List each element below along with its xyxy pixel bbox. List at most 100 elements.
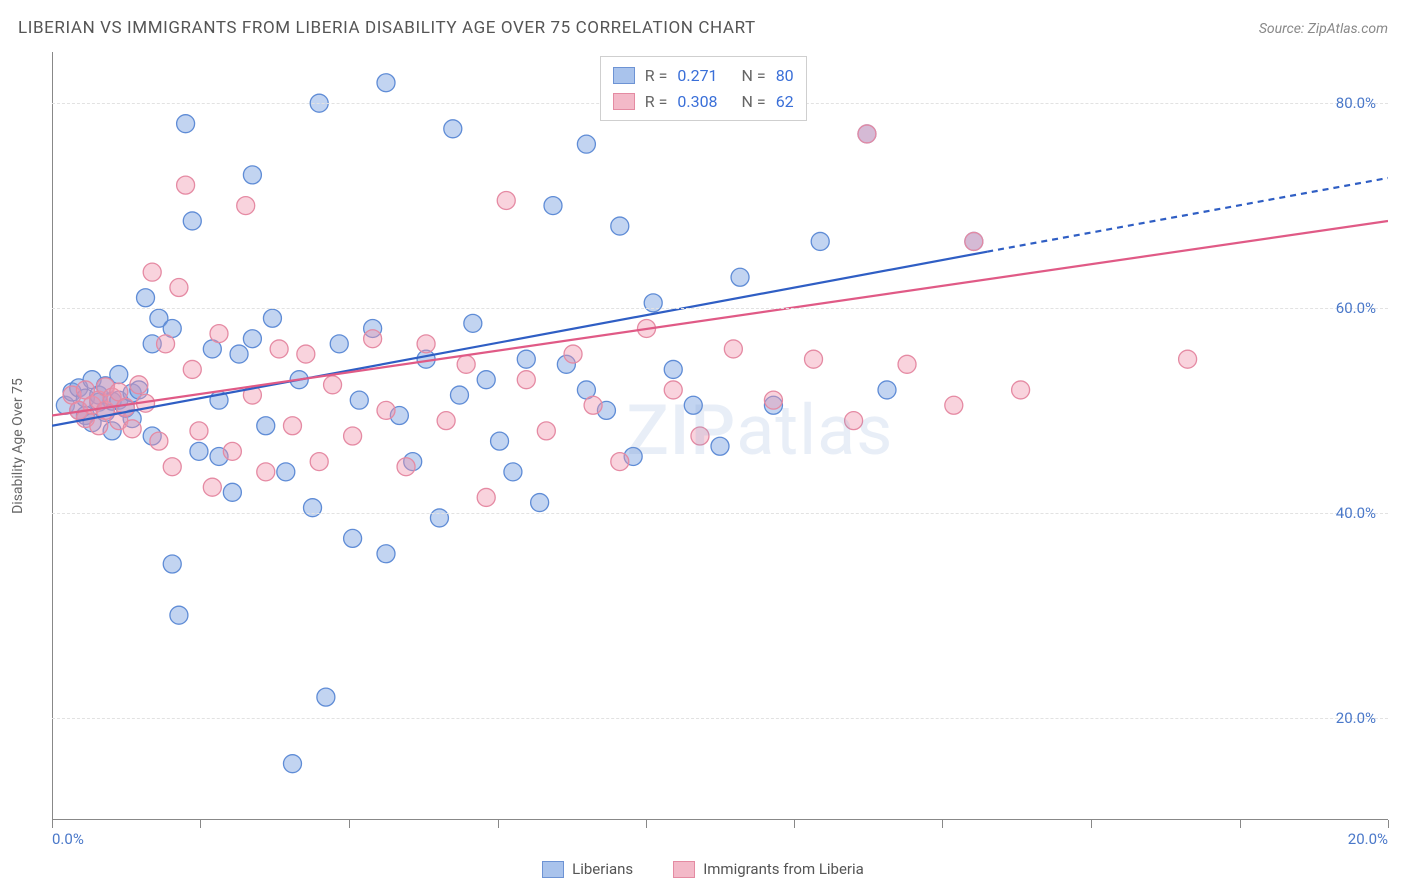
data-point: [283, 755, 301, 773]
data-point: [397, 458, 415, 476]
data-point: [531, 494, 549, 512]
data-point: [377, 401, 395, 419]
legend-label-series1: Liberians: [572, 860, 633, 878]
data-point: [123, 420, 141, 438]
data-point: [377, 74, 395, 92]
x-tick-label: 20.0%: [1348, 830, 1388, 848]
r-value-series1: 0.271: [677, 63, 717, 89]
data-point: [724, 340, 742, 358]
legend-item-series1: Liberians: [542, 860, 633, 878]
y-tick-label: 40.0%: [1336, 504, 1376, 522]
data-point: [344, 427, 362, 445]
data-point: [344, 529, 362, 547]
r-value-series2: 0.308: [677, 89, 717, 115]
swatch-series2: [613, 93, 635, 110]
data-point: [324, 376, 342, 394]
data-point: [364, 330, 382, 348]
data-point: [811, 232, 829, 250]
data-point: [310, 453, 328, 471]
data-point: [965, 232, 983, 250]
data-point: [644, 294, 662, 312]
x-tick-label: 0.0%: [52, 830, 84, 848]
data-point: [283, 417, 301, 435]
data-point: [257, 417, 275, 435]
data-point: [437, 412, 455, 430]
data-point: [664, 381, 682, 399]
data-point: [243, 330, 261, 348]
y-axis-label: Disability Age Over 75: [10, 378, 26, 514]
data-point: [130, 376, 148, 394]
data-point: [1012, 381, 1030, 399]
data-point: [170, 279, 188, 297]
data-point: [491, 432, 509, 450]
data-point: [477, 488, 495, 506]
swatch-series1: [613, 67, 635, 84]
data-point: [377, 545, 395, 563]
stats-row-series1: R = 0.271 N = 80: [613, 63, 794, 89]
data-point: [417, 335, 435, 353]
data-point: [263, 309, 281, 327]
legend-label-series2: Immigrants from Liberia: [703, 860, 864, 878]
data-point: [210, 325, 228, 343]
chart-title: LIBERIAN VS IMMIGRANTS FROM LIBERIA DISA…: [18, 18, 756, 38]
legend-item-series2: Immigrants from Liberia: [673, 860, 864, 878]
data-point: [764, 391, 782, 409]
data-point: [584, 396, 602, 414]
data-point: [611, 217, 629, 235]
source-attribution: Source: ZipAtlas.com: [1259, 21, 1388, 37]
data-point: [444, 120, 462, 138]
data-point: [537, 422, 555, 440]
correlation-stats-box: R = 0.271 N = 80 R = 0.308 N = 62: [600, 56, 807, 121]
data-point: [497, 191, 515, 209]
regression-line: [52, 221, 1388, 416]
data-point: [464, 314, 482, 332]
data-point: [190, 442, 208, 460]
data-point: [430, 509, 448, 527]
stats-row-series2: R = 0.308 N = 62: [613, 89, 794, 115]
data-point: [330, 335, 348, 353]
n-value-series2: 62: [776, 89, 794, 115]
data-point: [177, 115, 195, 133]
data-point: [223, 483, 241, 501]
data-point: [304, 499, 322, 517]
legend-swatch-series2: [673, 861, 695, 878]
data-point: [898, 355, 916, 373]
data-point: [544, 197, 562, 215]
data-point: [230, 345, 248, 363]
scatter-svg: [52, 52, 1388, 820]
data-point: [878, 381, 896, 399]
data-point: [243, 166, 261, 184]
data-point: [163, 555, 181, 573]
data-point: [350, 391, 368, 409]
data-point: [177, 176, 195, 194]
data-point: [731, 268, 749, 286]
data-point: [297, 345, 315, 363]
data-point: [477, 371, 495, 389]
data-point: [517, 350, 535, 368]
data-point: [223, 442, 241, 460]
data-point: [457, 355, 475, 373]
data-point: [170, 606, 188, 624]
data-point: [257, 463, 275, 481]
data-point: [237, 197, 255, 215]
data-point: [143, 263, 161, 281]
data-point: [270, 340, 288, 358]
data-point: [858, 125, 876, 143]
y-tick-label: 60.0%: [1336, 299, 1376, 317]
data-point: [577, 135, 595, 153]
data-point: [664, 360, 682, 378]
data-point: [183, 212, 201, 230]
data-point: [183, 360, 201, 378]
data-point: [805, 350, 823, 368]
data-point: [945, 396, 963, 414]
data-point: [504, 463, 522, 481]
data-point: [203, 478, 221, 496]
data-point: [150, 432, 168, 450]
data-point: [450, 386, 468, 404]
regression-line-extrapolated: [987, 178, 1388, 252]
data-point: [517, 371, 535, 389]
data-point: [163, 458, 181, 476]
chart-plot-area: 20.0%40.0%60.0%80.0% 0.0%20.0% ZIPatlas …: [52, 52, 1388, 820]
y-tick-label: 80.0%: [1336, 94, 1376, 112]
data-point: [157, 335, 175, 353]
